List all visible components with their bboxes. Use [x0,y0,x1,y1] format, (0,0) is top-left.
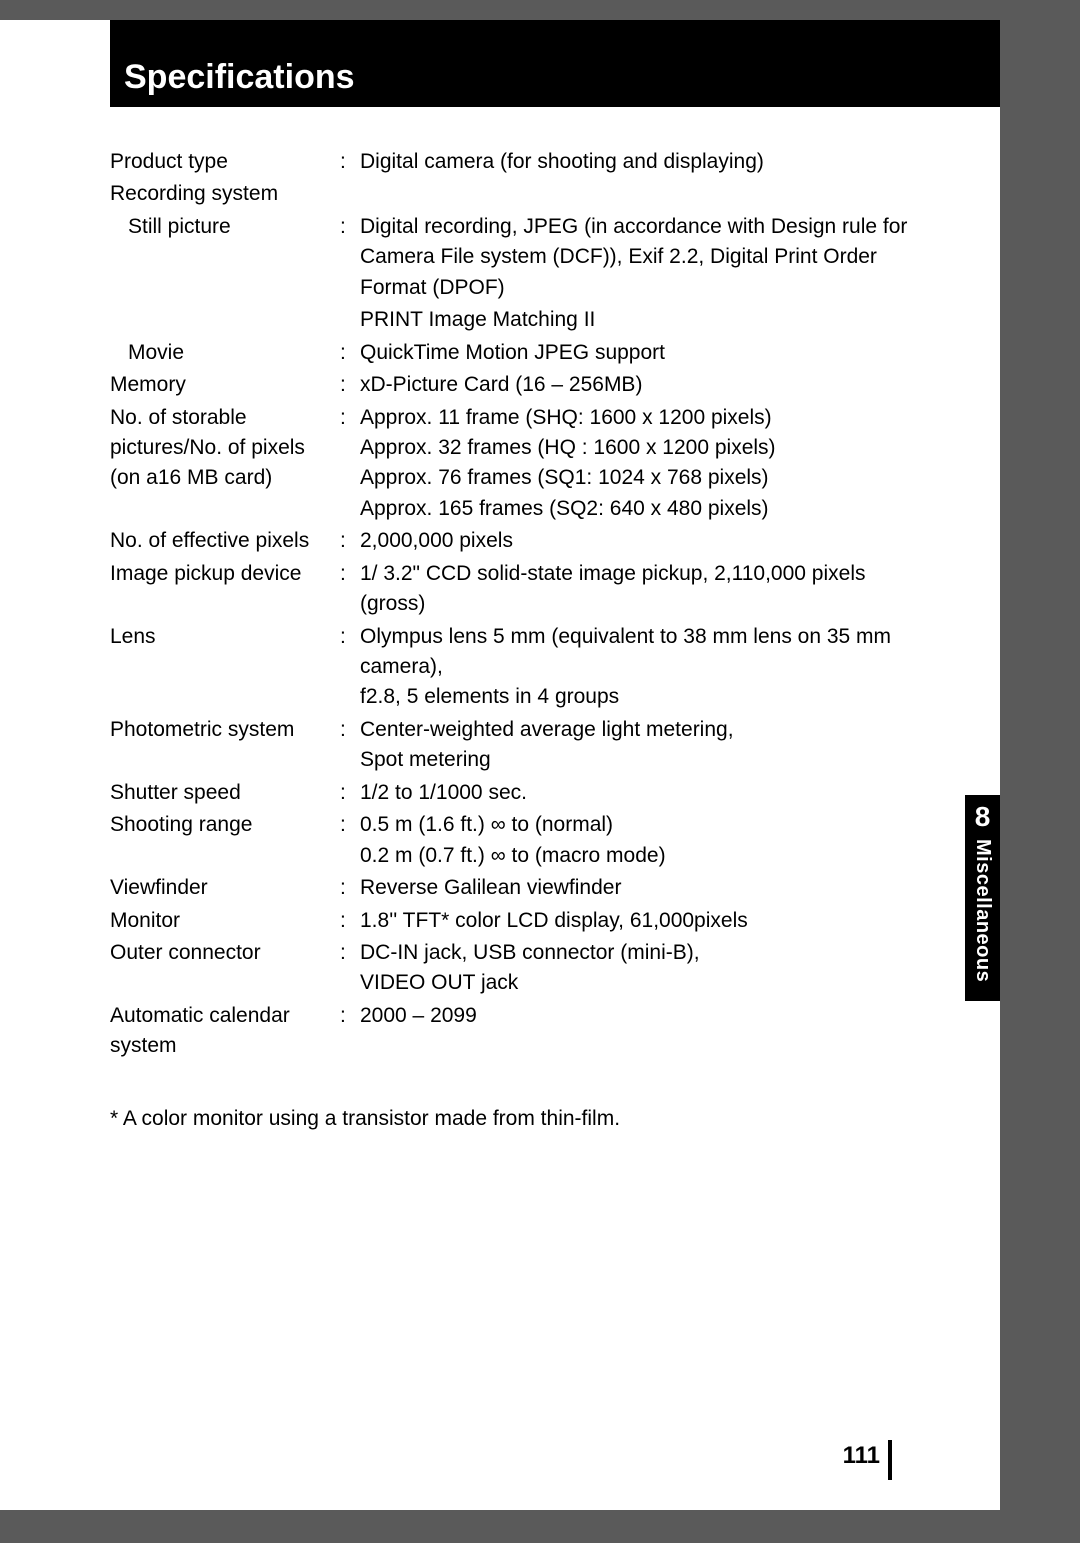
spec-label: Monitor [110,906,340,938]
content-area: Product type:Digital camera (for shootin… [0,107,1000,1134]
spec-value: 2000 – 2099 [360,1001,920,1064]
spec-row: Memory:xD-Picture Card (16 – 256MB) [110,370,920,402]
spec-colon: : [340,526,360,558]
spec-value [360,179,920,211]
spec-value: Olympus lens 5 mm (equivalent to 38 mm l… [360,622,920,715]
spec-row: Outer connector:DC-IN jack, USB connecto… [110,938,920,1001]
spec-value: PRINT Image Matching II [360,305,920,337]
spec-colon: : [340,1001,360,1064]
spec-value: Approx. 11 frame (SHQ: 1600 x 1200 pixel… [360,403,920,527]
spec-colon: : [340,370,360,402]
spec-row: No. of effective pixels:2,000,000 pixels [110,526,920,558]
spec-row: Recording system [110,179,920,211]
section-tab: 8 Miscellaneous [965,795,1000,1001]
page-title: Specifications [110,50,1000,107]
section-number: 8 [971,801,994,833]
spec-value: 1.8'' TFT* color LCD display, 61,000pixe… [360,906,920,938]
spec-row: Image pickup device:1/ 3.2" CCD solid-st… [110,559,920,622]
spec-colon: : [340,938,360,1001]
spec-value: 2,000,000 pixels [360,526,920,558]
spec-value: Reverse Galilean viewfinder [360,873,920,905]
spec-value: 1/ 3.2" CCD solid-state image pickup, 2,… [360,559,920,622]
spec-label: Photometric system [110,715,340,778]
page-number-bar [888,1440,892,1480]
spec-label: Viewfinder [110,873,340,905]
spec-colon: : [340,873,360,905]
spec-row: Shutter speed:1/2 to 1/1000 sec. [110,778,920,810]
spec-colon: : [340,810,360,873]
spec-colon [340,305,360,337]
spec-row: PRINT Image Matching II [110,305,920,337]
spec-row: Movie:QuickTime Motion JPEG support [110,338,920,370]
spec-label: No. of effective pixels [110,526,340,558]
spec-colon: : [340,403,360,527]
spec-row: Monitor:1.8'' TFT* color LCD display, 61… [110,906,920,938]
spec-value: xD-Picture Card (16 – 256MB) [360,370,920,402]
section-label: Miscellaneous [971,839,994,982]
spec-colon: : [340,715,360,778]
spec-value: Center-weighted average light metering, … [360,715,920,778]
spec-colon: : [340,906,360,938]
spec-value: 0.5 m (1.6 ft.) ∞ to (normal) 0.2 m (0.7… [360,810,920,873]
spec-row: Lens:Olympus lens 5 mm (equivalent to 38… [110,622,920,715]
spec-label: Lens [110,622,340,715]
spec-label: Outer connector [110,938,340,1001]
spec-label: Shutter speed [110,778,340,810]
spec-table: Product type:Digital camera (for shootin… [110,147,920,1064]
spec-row: Photometric system:Center-weighted avera… [110,715,920,778]
spec-label: Recording system [110,179,340,211]
spec-colon: : [340,778,360,810]
spec-colon: : [340,147,360,179]
spec-value: QuickTime Motion JPEG support [360,338,920,370]
spec-colon: : [340,559,360,622]
spec-value: Digital recording, JPEG (in accordance w… [360,212,920,305]
spec-label: Shooting range [110,810,340,873]
spec-row: No. of storable pictures/No. of pixels (… [110,403,920,527]
spec-value: 1/2 to 1/1000 sec. [360,778,920,810]
spec-label: Still picture [110,212,340,305]
spec-label: Automatic calendar system [110,1001,340,1064]
spec-label: Movie [110,338,340,370]
spec-label: Image pickup device [110,559,340,622]
spec-colon: : [340,338,360,370]
footnote: * A color monitor using a transistor mad… [110,1104,1000,1134]
spec-row: Viewfinder:Reverse Galilean viewfinder [110,873,920,905]
spec-label: Memory [110,370,340,402]
spec-value: Digital camera (for shooting and display… [360,147,920,179]
spec-row: Product type:Digital camera (for shootin… [110,147,920,179]
spec-row: Shooting range:0.5 m (1.6 ft.) ∞ to (nor… [110,810,920,873]
page-number: 111 [843,1442,880,1470]
spec-label: Product type [110,147,340,179]
page: Specifications Product type:Digital came… [0,20,1000,1510]
spec-colon [340,179,360,211]
spec-colon: : [340,622,360,715]
spec-label: No. of storable pictures/No. of pixels (… [110,403,340,527]
spec-row: Automatic calendar system:2000 – 2099 [110,1001,920,1064]
spec-colon: : [340,212,360,305]
top-bar [110,20,1000,50]
spec-label [110,305,340,337]
spec-row: Still picture:Digital recording, JPEG (i… [110,212,920,305]
spec-value: DC-IN jack, USB connector (mini-B), VIDE… [360,938,920,1001]
